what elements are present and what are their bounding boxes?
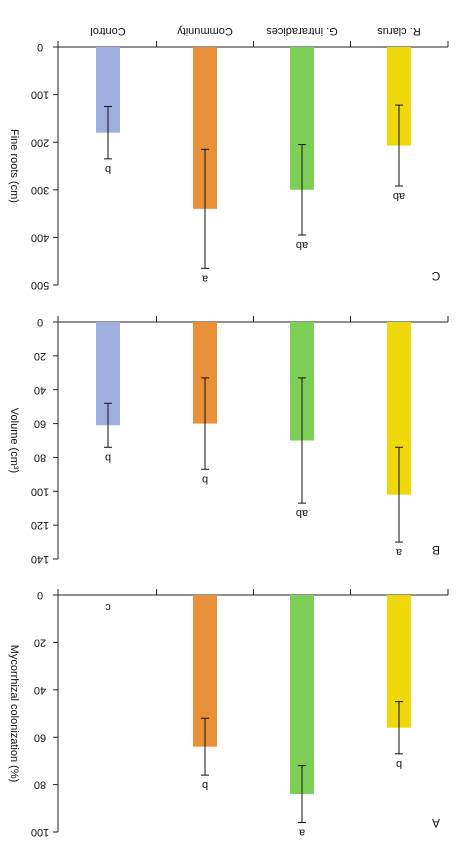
y-tick-label: 60 bbox=[34, 731, 46, 743]
y-axis-title: Mycorrhizal colonization (%) bbox=[8, 645, 20, 783]
significance-letter: b bbox=[105, 451, 111, 463]
significance-letter: b bbox=[202, 779, 208, 791]
significance-letter: b bbox=[396, 758, 402, 770]
bar-g-intraradices bbox=[290, 595, 314, 795]
y-tick-label: 80 bbox=[34, 779, 46, 791]
y-tick-label: 80 bbox=[34, 452, 46, 464]
significance-letter: ab bbox=[393, 190, 405, 202]
y-tick-label: 60 bbox=[34, 418, 46, 430]
category-label: Community bbox=[177, 25, 233, 37]
y-tick-label: 40 bbox=[34, 684, 46, 696]
y-axis-title: Volume (cm³) bbox=[8, 408, 20, 473]
significance-letter: c bbox=[105, 601, 111, 613]
panel-a: 0 20 40 60 80 100 Mycorrhizal colonization (%)… bbox=[8, 589, 449, 839]
y-tick-label: 0 bbox=[37, 589, 43, 601]
category-label: Control bbox=[90, 25, 125, 37]
panel-b: 0 20 40 60 80 100 120 140 Volume (cm³) b b ab a B bbox=[8, 316, 449, 565]
significance-letter: ab bbox=[296, 239, 308, 251]
panel-c: 0 100 200 300 400 500 Fine roots (cm) b a ab ab Con… bbox=[8, 25, 449, 291]
category-label: R. clarus bbox=[377, 25, 421, 37]
panel-letter: A bbox=[432, 816, 440, 830]
y-tick-label: 100 bbox=[31, 485, 49, 497]
y-tick-label: 140 bbox=[31, 553, 49, 565]
y-tick-label: 20 bbox=[34, 636, 46, 648]
significance-letter: a bbox=[395, 546, 402, 558]
y-tick-label: 20 bbox=[34, 350, 46, 362]
y-tick-label: 500 bbox=[31, 279, 49, 291]
y-tick-label: 200 bbox=[31, 136, 49, 148]
y-tick-label: 400 bbox=[31, 231, 49, 243]
panel-letter: B bbox=[432, 543, 440, 557]
significance-letter: a bbox=[298, 827, 305, 839]
y-tick-label: 0 bbox=[37, 41, 43, 53]
y-tick-label: 100 bbox=[31, 826, 49, 838]
significance-letter: b bbox=[105, 163, 111, 175]
y-tick-label: 40 bbox=[34, 384, 46, 396]
significance-letter: a bbox=[201, 272, 208, 284]
y-axis-title: Fine roots (cm) bbox=[8, 129, 20, 203]
y-tick-label: 120 bbox=[31, 519, 49, 531]
significance-letter: b bbox=[202, 473, 208, 485]
y-tick-label: 0 bbox=[37, 316, 43, 328]
significance-letter: ab bbox=[296, 507, 308, 519]
panel-letter: C bbox=[431, 269, 440, 283]
y-tick-label: 100 bbox=[31, 89, 49, 101]
category-label: G. intraradices bbox=[266, 25, 338, 37]
y-tick-label: 300 bbox=[31, 184, 49, 196]
